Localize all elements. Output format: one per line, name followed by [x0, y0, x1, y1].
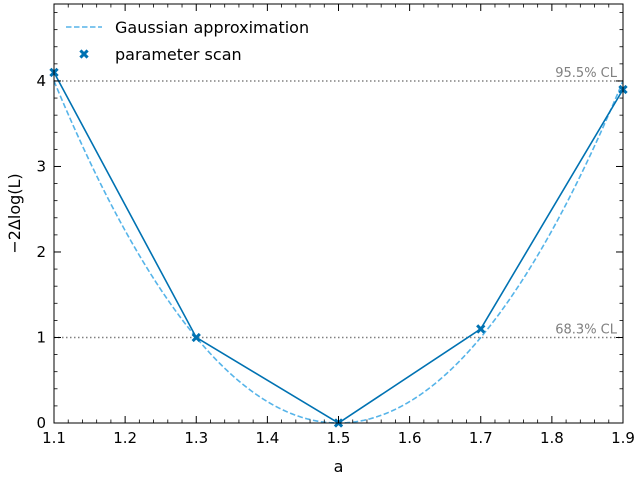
legend-scan-marker	[79, 49, 89, 59]
y-tick-label-3: 3	[36, 157, 46, 175]
x-tick-label-6: 1.7	[469, 429, 493, 447]
scan-point-1-stroke-b	[191, 332, 201, 343]
y-tick-label-2: 2	[36, 243, 46, 261]
cl-label-1: 95.5% CL	[555, 66, 618, 81]
legend: Gaussian approximation parameter scan	[66, 18, 309, 64]
x-tick-label-1: 1.2	[113, 429, 137, 447]
x-tick-label-7: 1.8	[540, 429, 564, 447]
x-tick-label-8: 1.9	[611, 429, 635, 447]
reference-lines: 68.3% CL 95.5% CL	[54, 66, 623, 339]
legend-label-scan: parameter scan	[115, 45, 242, 64]
x-tick-label-3: 1.4	[255, 429, 279, 447]
y-tick-label-1: 1	[36, 328, 46, 346]
y-tick-label-0: 0	[36, 414, 46, 432]
legend-swatch-scan	[79, 49, 89, 59]
scan-point-3-stroke-b	[476, 324, 486, 334]
legend-label-gaussian: Gaussian approximation	[115, 18, 309, 37]
y-tick-label-4: 4	[36, 72, 46, 90]
scan-point-1	[191, 332, 201, 343]
axis-ticks: 1.1 1.2 1.3 1.4 1.5 1.6 1.7 1.8 1.9 0 1 2 3 4	[36, 4, 635, 447]
x-tick-label-4: 1.5	[327, 429, 351, 447]
cl-label-0: 68.3% CL	[555, 322, 618, 337]
legend-scan-marker-stroke-b	[79, 49, 89, 59]
x-axis-label: a	[334, 457, 344, 476]
x-tick-label-0: 1.1	[42, 429, 66, 447]
y-axis-label: −2Δlog(L)	[5, 173, 24, 253]
scan-point-3	[476, 324, 486, 334]
x-tick-label-2: 1.3	[184, 429, 208, 447]
x-tick-label-5: 1.6	[398, 429, 422, 447]
